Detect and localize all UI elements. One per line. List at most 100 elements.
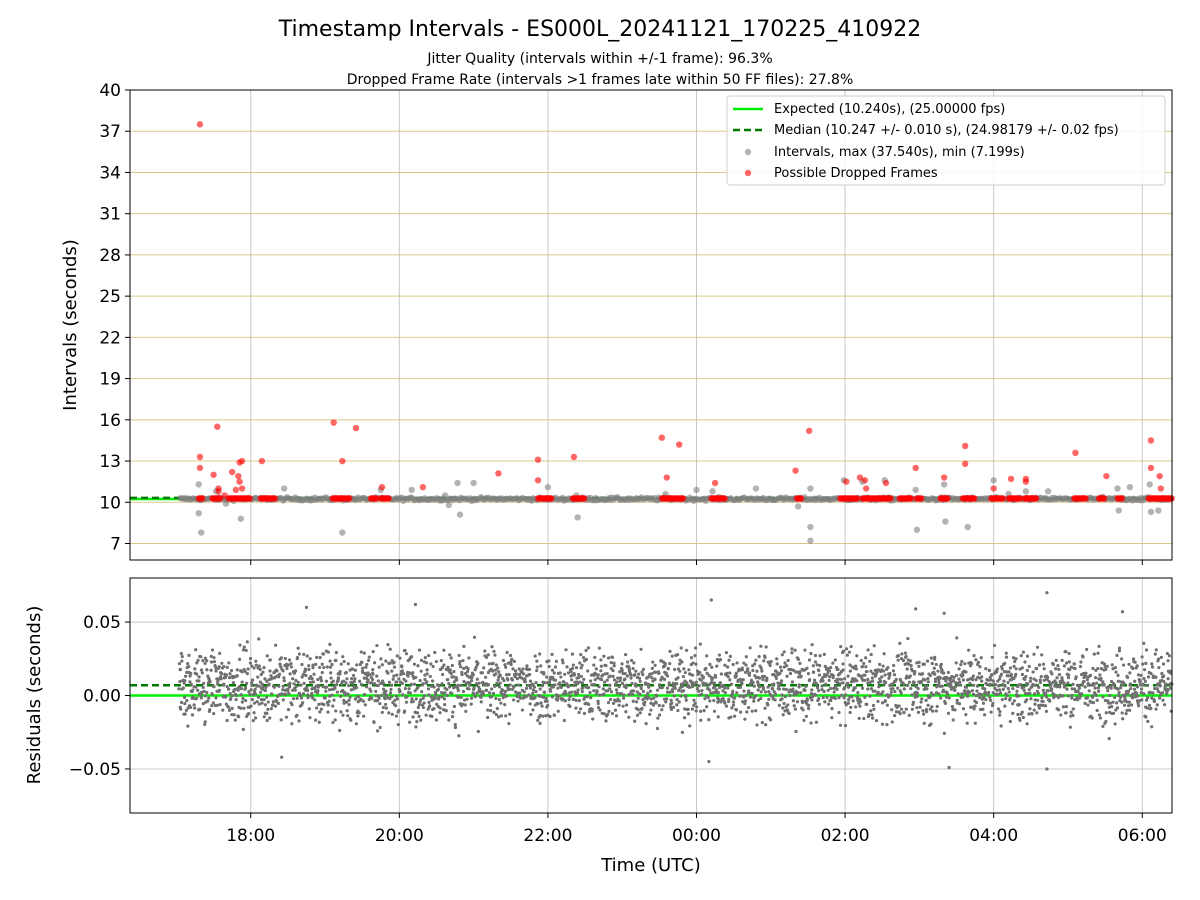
- residual-point: [218, 651, 222, 655]
- residual-point: [1113, 722, 1117, 726]
- residual-point: [328, 659, 332, 663]
- residual-point: [780, 697, 784, 701]
- residual-point: [746, 691, 750, 695]
- residual-point: [330, 662, 334, 667]
- residual-point: [389, 687, 393, 692]
- residual-point: [942, 611, 946, 615]
- residual-point: [341, 713, 345, 717]
- residual-point: [279, 718, 283, 722]
- residual-point: [806, 671, 811, 676]
- residual-point: [889, 693, 893, 697]
- residual-point: [1084, 671, 1088, 675]
- residual-point: [516, 699, 520, 703]
- residual-point: [846, 698, 851, 702]
- residual-point: [183, 679, 187, 683]
- residual-point: [423, 677, 427, 682]
- residual-point: [584, 648, 588, 653]
- residual-point: [408, 720, 412, 724]
- residual-point: [926, 680, 930, 684]
- residual-point: [647, 685, 651, 689]
- residual-point: [525, 664, 529, 668]
- residual-point: [643, 700, 647, 704]
- residual-point: [1025, 722, 1029, 726]
- residual-point: [289, 661, 293, 666]
- residual-point: [1031, 682, 1035, 687]
- residual-point: [550, 668, 555, 672]
- residual-point: [724, 704, 729, 708]
- residual-point: [836, 677, 841, 681]
- residual-point: [762, 674, 767, 679]
- residual-point: [710, 676, 715, 680]
- residual-point: [744, 655, 748, 659]
- residual-point: [790, 651, 794, 655]
- residual-point: [570, 652, 575, 656]
- residual-point: [362, 651, 366, 655]
- residual-point: [862, 661, 866, 666]
- residual-point: [1045, 767, 1049, 771]
- residual-point: [756, 688, 760, 692]
- residual-point: [1149, 672, 1153, 676]
- residual-point: [900, 652, 904, 656]
- intervals-y-tick-label: 37: [99, 122, 121, 142]
- residual-point: [508, 712, 512, 716]
- residual-point: [1139, 687, 1144, 691]
- dropped-frame-point: [680, 495, 687, 502]
- residual-point: [1000, 667, 1004, 671]
- residual-point: [636, 708, 640, 712]
- residual-point: [1157, 665, 1161, 670]
- residual-point: [1027, 712, 1031, 716]
- residual-point: [960, 692, 964, 696]
- residual-point: [934, 691, 939, 695]
- residual-point: [283, 656, 287, 661]
- residual-point: [845, 653, 849, 657]
- residual-point: [928, 695, 932, 699]
- residual-point: [216, 680, 220, 684]
- residual-point: [1029, 676, 1033, 680]
- residual-point: [775, 657, 779, 661]
- residual-point: [822, 689, 826, 694]
- residual-point: [197, 679, 201, 683]
- residual-point: [675, 698, 679, 702]
- residual-point: [262, 715, 266, 719]
- residual-point: [317, 702, 321, 706]
- residual-point: [676, 708, 680, 713]
- residual-point: [862, 716, 866, 721]
- residual-point: [360, 660, 364, 665]
- residual-point: [697, 693, 701, 697]
- residual-point: [232, 713, 236, 717]
- residual-point: [681, 689, 686, 693]
- residual-point: [656, 716, 660, 720]
- residual-point: [946, 682, 950, 686]
- residual-point: [392, 660, 396, 664]
- residual-point: [493, 668, 498, 672]
- residual-point: [885, 703, 889, 707]
- residual-point: [1094, 693, 1098, 697]
- interval-point: [940, 481, 948, 488]
- residual-point: [940, 684, 944, 688]
- residual-point: [931, 709, 935, 713]
- interval-point: [1115, 507, 1122, 514]
- residual-point: [594, 672, 598, 676]
- residual-point: [810, 643, 814, 647]
- residual-point: [1030, 712, 1034, 716]
- residual-point: [1149, 706, 1153, 710]
- residual-point: [452, 669, 456, 674]
- residual-point: [980, 679, 984, 683]
- residual-point: [1020, 672, 1025, 677]
- residual-point: [825, 673, 829, 677]
- residual-point: [769, 659, 773, 664]
- residual-point: [946, 692, 950, 696]
- residual-point: [233, 687, 237, 691]
- residual-point: [1086, 703, 1090, 707]
- residual-point: [1113, 665, 1117, 670]
- residual-point: [907, 662, 911, 666]
- residual-point: [898, 641, 902, 645]
- residual-point: [447, 681, 451, 686]
- residual-point: [843, 677, 847, 681]
- residual-point: [438, 711, 442, 715]
- residual-point: [1053, 684, 1057, 688]
- intervals-y-tick-label: 16: [99, 411, 121, 431]
- residual-point: [1020, 710, 1024, 714]
- residual-point: [1031, 670, 1035, 674]
- residual-point: [971, 674, 975, 678]
